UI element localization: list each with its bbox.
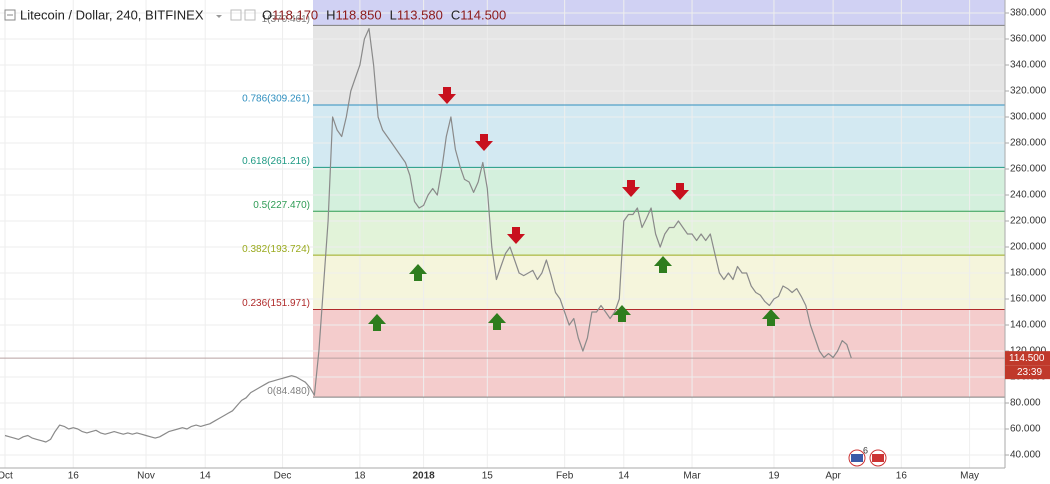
x-tick-label: Nov [137,471,155,482]
y-tick-label: 60.000 [1010,424,1041,435]
y-tick-label: 80.000 [1010,398,1041,409]
symbol-title: Litecoin / Dollar, 240, BITFINEX [20,7,204,22]
y-tick-label: 140.000 [1010,320,1047,331]
fib-zones [313,0,1005,398]
y-tick-label: 40.000 [1010,450,1041,461]
dropdown[interactable] [216,15,222,18]
y-tick-label: 280.000 [1010,138,1047,149]
ohlc-key: C [451,7,460,22]
fib-label: 0(84.480) [267,386,310,397]
y-tick-label: 320.000 [1010,86,1047,97]
header: Litecoin / Dollar, 240, BITFINEX O 118.17… [4,7,506,22]
y-tick-label: 120.000 [1010,346,1047,357]
price-line [4,28,852,443]
ohlc-key: H [326,7,335,22]
price-axis [1005,0,1050,484]
x-tick-label: May [960,471,979,482]
x-tick-label: 2018 [412,471,435,482]
x-tick-label: Feb [556,471,574,482]
y-tick-label: 200.000 [1010,242,1047,253]
flag [872,454,884,462]
events: 6 [848,445,887,467]
y-tick-label: 180.000 [1010,268,1047,279]
fib-label: 0.5(227.470) [253,200,310,211]
fib-label: 0.236(151.971) [242,298,310,309]
plot: 0(84.480) 0.236(151.971) 0.382(193.724) 0.5… [0,14,1005,443]
fib-zone [313,211,1005,256]
y-tick-label: 220.000 [1010,216,1047,227]
flag [851,454,863,462]
price-tag-label: 114.500 [1009,353,1045,364]
axes: 40.00060.00080.000100.000120.000140.0001… [0,8,1050,482]
y-tick-label: 160.000 [1010,294,1047,305]
x-tick-label: 15 [482,471,494,482]
fib-zone [313,309,1005,398]
x-tick-label: Apr [825,471,841,482]
ohlc-value: 114.500 [460,7,506,22]
x-tick-label: Oct [0,471,13,482]
y-tick-label: 300.000 [1010,112,1047,123]
fib-zone [313,104,1005,168]
ohlc-value: 118.170 [272,7,318,22]
y-tick-label: 240.000 [1010,190,1047,201]
y-tick-label: 360.000 [1010,34,1047,45]
fib-zone [313,167,1005,212]
icon-eye[interactable] [244,9,256,21]
ohlc-key: L [390,7,397,22]
x-tick-label: 14 [618,471,630,482]
y-tick-label: 260.000 [1010,164,1047,175]
countdown-label: 23:39 [1017,367,1042,378]
fib-label: 0.618(261.216) [242,156,310,167]
ohlc-value: 113.580 [397,7,443,22]
x-tick-label: 19 [768,471,780,482]
x-tick-label: Dec [274,471,292,482]
icon-settings[interactable] [230,9,242,21]
ohlc-key: O [262,7,272,22]
price-tag [1005,351,1050,366]
event-count: 6 [863,445,868,455]
fib-label: 0.382(193.724) [242,244,310,255]
x-tick-label: Mar [683,471,701,482]
time-axis [0,468,1050,484]
x-tick-label: 16 [896,471,908,482]
x-tick-label: 16 [68,471,80,482]
ohlc: O 118.170 H 118.850 L 113.580 C 114.500 [262,7,506,22]
fib-label: 0.786(309.261) [242,94,310,105]
countdown-tag [1005,365,1050,380]
fib-label: 1(370.461) [262,14,310,25]
x-tick-label: 18 [354,471,366,482]
y-tick-label: 340.000 [1010,60,1047,71]
ohlc-value: 118.850 [336,7,382,22]
y-tick-label: 380.000 [1010,8,1047,19]
x-tick-label: 14 [200,471,212,482]
